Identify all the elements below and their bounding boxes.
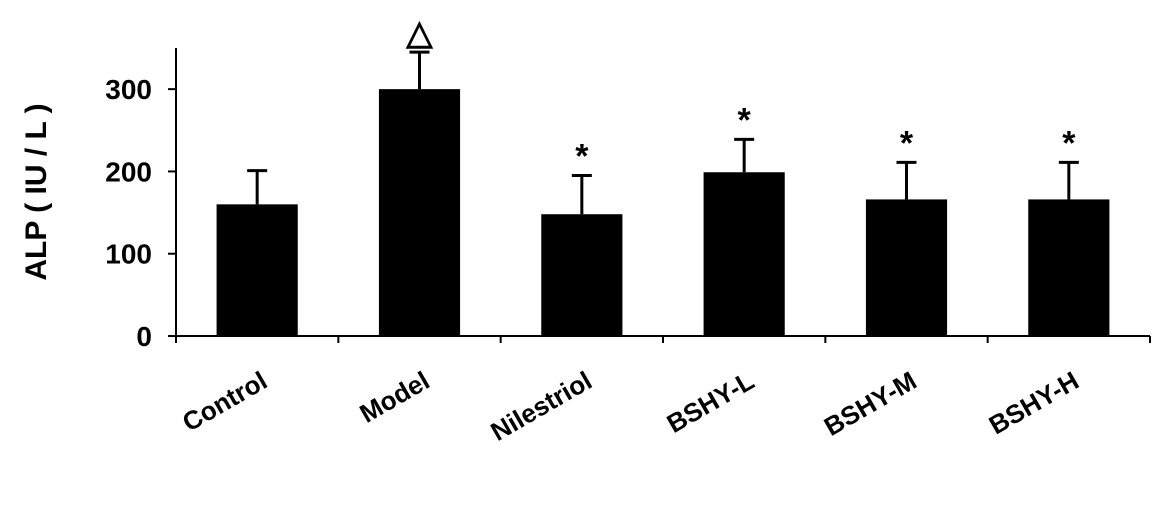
error-bar [896,160,917,200]
x-tick-label: Control [177,365,272,437]
bar [378,89,461,337]
y-tick-label: 100 [105,239,152,270]
annotation: * [738,101,752,139]
bar [865,199,948,336]
x-tick-label: BSHY-L [662,365,760,439]
error-bar [1058,160,1079,200]
bar [216,204,298,336]
error-bar [409,50,430,90]
bar [541,214,623,336]
x-tick-label: BSHY-H [984,365,1084,440]
x-tick-label: BSHY-M [819,365,922,442]
y-axis-label: ALP ( IU / L ) [20,103,53,280]
bar [1028,199,1110,336]
annotation: * [900,124,914,162]
bar [703,172,785,336]
y-tick-label: 300 [105,74,152,105]
annotation: △ [405,14,433,52]
annotation: * [575,138,589,176]
error-bar [734,137,755,173]
x-tick-label: Nilestriol [485,365,596,447]
x-tick-label: Model [354,365,434,429]
error-bar [571,174,592,215]
error-bar [247,169,268,205]
y-tick-label: 200 [105,156,152,187]
y-tick-label: 0 [136,321,152,352]
annotation: * [1062,124,1076,162]
